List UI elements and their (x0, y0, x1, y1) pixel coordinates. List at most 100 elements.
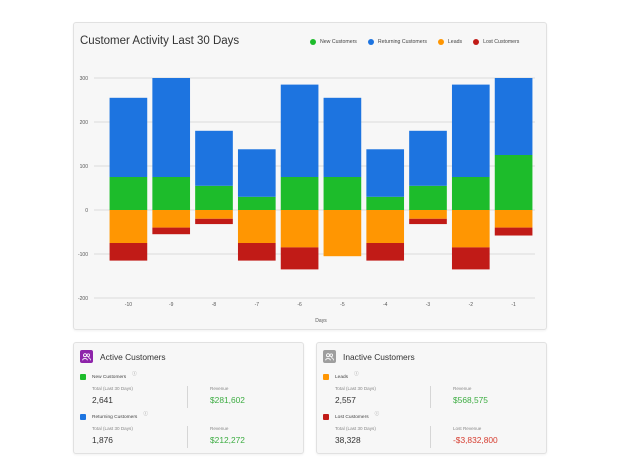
legend-label: Lost Customers (483, 39, 520, 45)
y-tick-label: -200 (78, 296, 88, 302)
revenue-label: Revenue (210, 386, 229, 391)
total-label: Total (Last 30 Days) (335, 386, 376, 391)
metric-name: Returning Customers ⓘ (80, 411, 148, 420)
total-label: Total (Last 30 Days) (92, 426, 133, 431)
legend-label: New Customers (320, 39, 357, 45)
bar-leads (237, 210, 276, 243)
metric-label: Lost Customers (335, 414, 369, 420)
revenue-value: $281,602 (210, 395, 245, 405)
revenue-label: Lost Revenue (453, 426, 482, 431)
y-tick-label: 0 (85, 208, 88, 214)
revenue-label: Revenue (453, 386, 472, 391)
bar-new-customers (494, 155, 533, 210)
legend-dot-icon (310, 39, 316, 45)
panel-header: Active Customers (80, 350, 166, 363)
x-tick-label: -8 (212, 302, 217, 308)
metric-label: Returning Customers (92, 414, 138, 420)
chart-title: Customer Activity Last 30 Days (80, 35, 240, 47)
legend-item-returning-customers[interactable]: Returning Customers (367, 39, 427, 45)
total-value: 1,876 (92, 435, 113, 445)
legend-dot-icon (473, 39, 480, 45)
bar-leads (109, 210, 148, 243)
bar-returning-customers (366, 149, 405, 197)
bar-lost-customers (237, 243, 276, 261)
bar-new-customers (109, 177, 148, 210)
total-label: Total (Last 30 Days) (92, 386, 133, 391)
metric-new-customers: New Customers ⓘ Total (Last 30 Days) 2,6… (80, 371, 299, 414)
bar-returning-customers (494, 78, 533, 155)
x-tick-label: -10 (125, 302, 132, 308)
bar-leads (451, 210, 490, 248)
x-tick-label: -9 (169, 302, 174, 308)
revenue-label: Revenue (210, 426, 229, 431)
inactive-customers-icon (323, 350, 336, 363)
bar-returning-customers (237, 149, 276, 197)
bar-new-customers (237, 196, 276, 210)
metric-returning-customers: Returning Customers ⓘ Total (Last 30 Day… (80, 411, 299, 454)
metric-name: New Customers ⓘ (80, 371, 137, 380)
metric-lost-customers: Lost Customers ⓘ Total (Last 30 Days) 38… (323, 411, 542, 454)
bar-leads (409, 210, 447, 219)
bar-returning-customers (280, 84, 319, 177)
bar-new-customers (366, 196, 405, 210)
bar-new-customers (195, 185, 233, 210)
y-tick-label: -100 (78, 252, 88, 258)
bar-new-customers (451, 177, 490, 210)
info-icon[interactable]: ⓘ (354, 371, 359, 376)
revenue-value: $568,575 (453, 395, 488, 405)
metric-label: New Customers (92, 374, 127, 380)
bar-new-customers (152, 177, 191, 210)
y-tick-label: 100 (80, 164, 89, 170)
info-icon[interactable]: ⓘ (374, 411, 380, 416)
bar-returning-customers (409, 130, 447, 186)
bar-returning-customers (109, 97, 148, 177)
customers-icon (80, 350, 93, 363)
chart-card: Customer Activity Last 30 Days New Custo… (73, 22, 547, 330)
legend-dot-icon (437, 39, 444, 45)
metric-leads: Leads ⓘ Total (Last 30 Days) 2,557 Reven… (323, 371, 542, 414)
total-label: Total (Last 30 Days) (335, 426, 376, 431)
metric-name: Leads ⓘ (323, 371, 359, 380)
info-icon[interactable]: ⓘ (132, 371, 137, 376)
stacked-bar-chart: 300 200 100 0 -100 -200 -10 -9 -8 -7 -6 -5 -4 -3 -2 -1 D… (78, 76, 535, 324)
total-value: 2,557 (335, 395, 356, 405)
x-tick-label: -2 (469, 302, 474, 308)
legend-item-lost-customers[interactable]: Lost Customers (473, 39, 519, 45)
divider (430, 386, 431, 408)
bar-leads (323, 210, 362, 257)
bar-returning-customers (323, 97, 362, 177)
color-square-icon (80, 414, 86, 420)
divider (187, 386, 188, 408)
bar-returning-customers (152, 78, 191, 177)
bar-lost-customers (152, 227, 191, 235)
divider (430, 426, 431, 448)
bar-new-customers (409, 185, 447, 210)
y-tick-label: 300 (80, 76, 89, 82)
inactive-customers-card: Inactive Customers Leads ⓘ Total (Last 3… (316, 342, 547, 454)
bar-lost-customers (109, 243, 148, 261)
y-tick-label: 200 (80, 120, 89, 126)
bar-new-customers (280, 177, 319, 210)
divider (187, 426, 188, 448)
total-value: 2,641 (92, 395, 113, 405)
x-tick-label: -3 (426, 302, 431, 308)
color-square-icon (80, 374, 86, 380)
bar-lost-customers (366, 243, 405, 261)
color-square-icon (323, 374, 329, 380)
legend-dot-icon (367, 39, 374, 45)
bar-lost-customers (451, 247, 490, 270)
panel-header: Inactive Customers (323, 350, 415, 363)
bar-leads (494, 210, 533, 228)
info-icon[interactable]: ⓘ (143, 411, 148, 416)
bar-leads (195, 210, 233, 219)
chart-legend: New Customers Returning Customers Leads … (310, 39, 530, 45)
x-tick-label: -1 (511, 302, 516, 308)
metric-label: Leads (335, 374, 349, 380)
legend-item-leads[interactable]: Leads (437, 39, 463, 45)
bar-lost-customers (494, 227, 533, 236)
panel-title: Inactive Customers (343, 351, 415, 362)
legend-label: Leads (447, 39, 463, 45)
legend-item-new-customers[interactable]: New Customers (310, 39, 357, 45)
panel-title: Active Customers (100, 351, 166, 362)
x-tick-label: -7 (255, 302, 260, 308)
